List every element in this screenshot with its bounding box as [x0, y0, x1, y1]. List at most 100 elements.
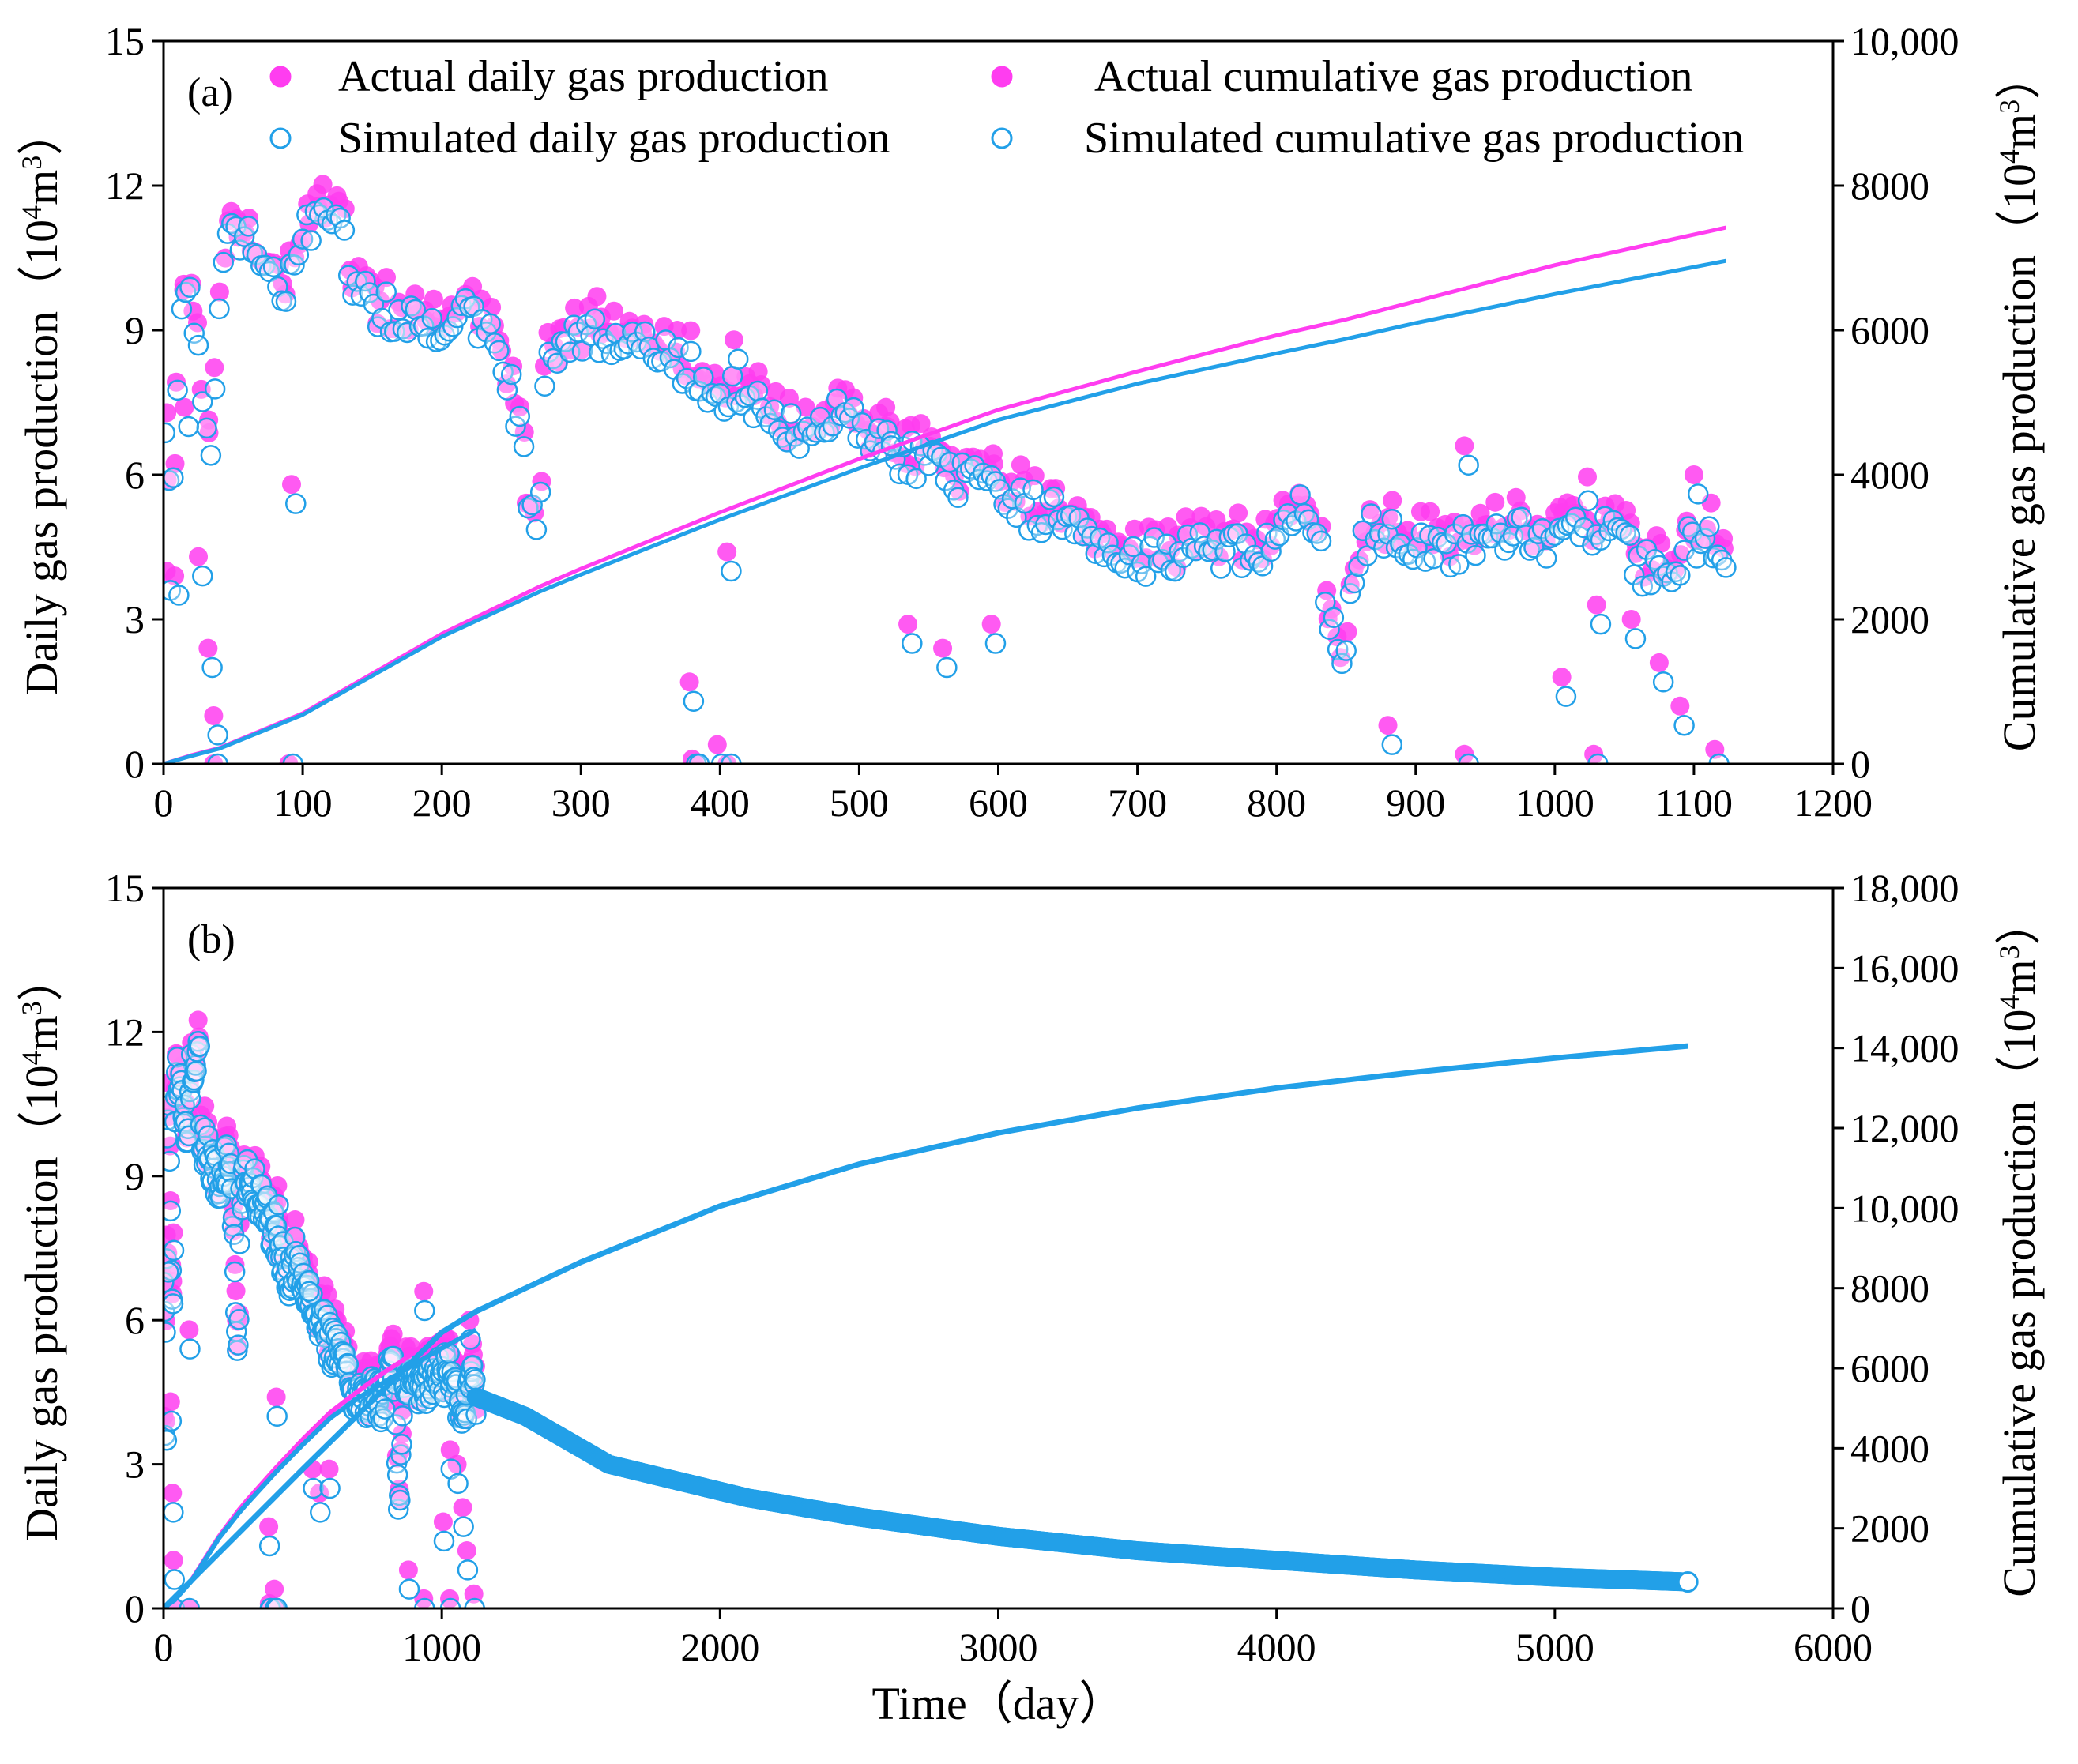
- simulated-daily-point: [1319, 619, 1340, 640]
- actual-daily-point: [371, 291, 390, 310]
- x-tick-label: 0: [154, 780, 174, 825]
- actual-daily-point: [933, 638, 953, 658]
- actual-daily-point: [1229, 503, 1248, 523]
- simulated-daily-point: [447, 1473, 469, 1495]
- simulated-daily-point: [727, 348, 749, 370]
- simulated-daily-point: [1310, 530, 1332, 552]
- x-tick-label: 1100: [1655, 780, 1733, 825]
- x-tick-label: 100: [273, 780, 333, 825]
- x-tick-label: 1200: [1794, 780, 1873, 825]
- simulated-daily-point: [298, 1281, 320, 1302]
- simulated-daily-point: [1511, 506, 1532, 528]
- x-tick-label: 400: [691, 780, 750, 825]
- simulated-daily-point: [192, 391, 213, 412]
- y-right-tick-label: 8000: [1850, 164, 1929, 208]
- simulated-cumulative-line: [164, 258, 1726, 764]
- simulated-daily-point: [302, 1283, 323, 1305]
- simulated-daily-point: [359, 282, 380, 303]
- simulated-daily-point: [246, 244, 268, 265]
- y-right-axis-label: Cumulative gas production（104m3）: [1993, 54, 2045, 751]
- simulated-daily-point: [668, 337, 689, 359]
- actual-daily-point: [1485, 492, 1505, 512]
- actual-daily-point: [1587, 595, 1606, 615]
- actual-daily-point: [164, 1223, 183, 1243]
- x-tick-label: 300: [551, 780, 611, 825]
- simulated-daily-point: [1587, 753, 1609, 764]
- x-tick-label: 200: [412, 780, 472, 825]
- x-axis-label: Time（day）: [871, 1678, 1124, 1729]
- simulated-daily-point: [196, 417, 217, 439]
- y-left-tick-label: 6: [125, 453, 145, 497]
- actual-daily-point: [1011, 455, 1030, 475]
- simulated-daily-point: [1694, 528, 1716, 549]
- simulated-daily-point: [187, 334, 209, 356]
- simulated-daily-point: [414, 1597, 435, 1608]
- actual-daily-point: [532, 472, 551, 491]
- simulated-daily-point: [513, 436, 535, 457]
- simulated-daily-point: [421, 307, 443, 329]
- simulated-daily-point: [780, 403, 802, 424]
- actual-daily-point: [876, 397, 896, 417]
- actual-daily-point: [204, 706, 224, 725]
- x-tick-label: 0: [154, 1625, 174, 1669]
- simulated-daily-point: [228, 1334, 249, 1356]
- actual-daily-series: [164, 175, 1734, 764]
- y-right-tick-label: 2000: [1850, 1506, 1929, 1551]
- y-right-tick-label: 6000: [1850, 308, 1929, 352]
- simulated-daily-point: [167, 379, 188, 401]
- simulated-daily-point: [936, 656, 958, 679]
- actual-daily-point: [285, 1210, 305, 1230]
- actual-daily-point: [1338, 622, 1357, 641]
- y-right-tick-label: 12,000: [1850, 1106, 1959, 1150]
- simulated-daily-point: [680, 340, 702, 363]
- actual-daily-point: [1421, 502, 1440, 521]
- simulated-daily-point: [164, 1429, 178, 1451]
- simulated-daily-point: [905, 468, 927, 490]
- y-right-tick-label: 10,000: [1850, 1186, 1959, 1230]
- simulated-daily-point: [171, 298, 193, 320]
- simulated-daily-point: [1708, 753, 1730, 764]
- actual-daily-point: [205, 358, 224, 378]
- simulated-daily-point: [1361, 503, 1382, 525]
- actual-daily-point: [433, 1512, 453, 1532]
- actual-daily-point: [319, 1459, 339, 1479]
- simulated-daily-point: [1536, 547, 1557, 569]
- simulated-daily-point: [1624, 628, 1647, 649]
- x-tick-label: 2000: [680, 1625, 759, 1669]
- actual-daily-point: [188, 1010, 208, 1030]
- y-left-tick-label: 0: [125, 742, 145, 786]
- actual-daily-point: [1578, 467, 1598, 487]
- simulated-daily-point: [285, 493, 307, 514]
- actual-daily-point: [565, 298, 585, 318]
- legend-marker-actual-cumulative: [991, 66, 1013, 88]
- legend-label-simulated-cumulative: Simulated cumulative gas production: [1084, 114, 1744, 163]
- simulated-daily-point: [390, 1489, 411, 1511]
- simulated-daily-point: [1458, 753, 1479, 764]
- simulated-daily-point: [258, 1535, 280, 1557]
- actual-daily-point: [405, 284, 425, 304]
- simulated-daily-point: [1335, 640, 1357, 661]
- simulated-daily-point: [1022, 479, 1044, 501]
- y-left-tick-label: 15: [105, 19, 145, 63]
- forecast-daily-end-point: [1677, 1571, 1699, 1593]
- y-left-tick-label: 0: [125, 1586, 145, 1630]
- actual-daily-point: [1378, 716, 1398, 735]
- panel-b: 0 1000 2000 3000 4000 5000 6000036912150200040…: [16, 866, 2045, 1729]
- actual-daily-point: [1552, 668, 1572, 687]
- simulated-daily-point: [838, 408, 860, 429]
- simulated-daily-point: [1573, 517, 1595, 539]
- simulated-daily-point: [164, 1150, 180, 1172]
- simulated-daily-point: [876, 419, 898, 442]
- legend-marker-simulated-daily: [269, 127, 292, 149]
- y-right-tick-label: 14,000: [1850, 1026, 1959, 1070]
- simulated-daily-point: [1652, 671, 1674, 693]
- actual-daily-point: [226, 1281, 246, 1301]
- simulated-daily-point: [233, 226, 255, 247]
- actual-daily-point: [265, 1579, 284, 1599]
- simulated-daily-point: [164, 1293, 184, 1315]
- actual-daily-point: [398, 1560, 418, 1580]
- simulated-daily-point: [1123, 536, 1144, 558]
- actual-daily-point: [1684, 465, 1703, 484]
- simulated-daily-point: [292, 228, 314, 250]
- y-right-tick-label: 10,000: [1850, 19, 1959, 63]
